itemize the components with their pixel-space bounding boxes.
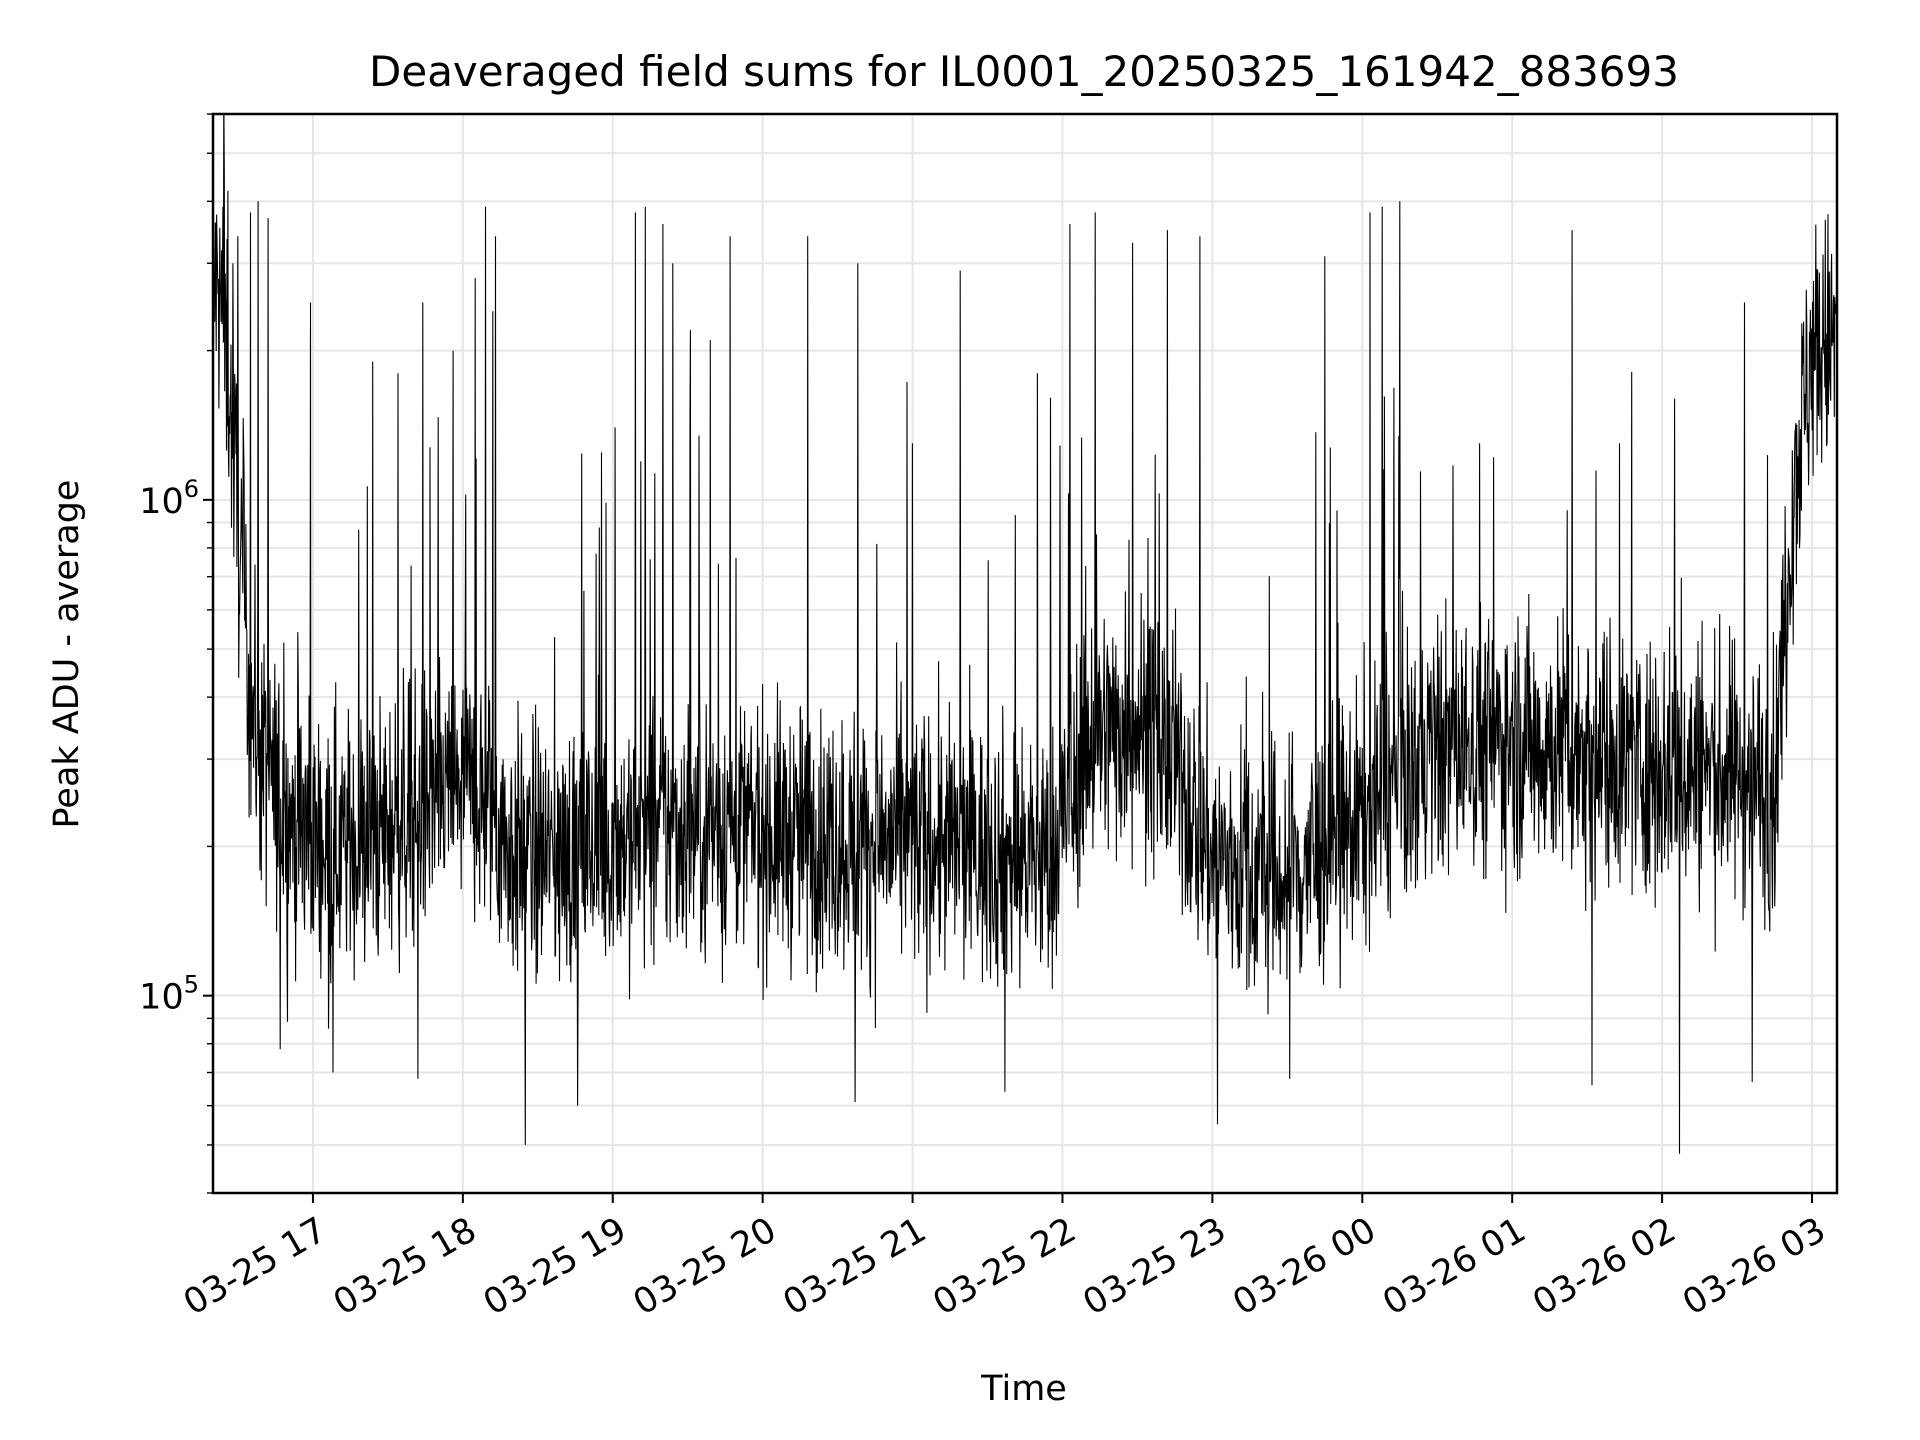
y-axis-label: Peak ADU - average [47,480,87,829]
y-tick-label: 105 [139,971,199,1018]
plot-frame [211,112,1839,1195]
x-axis-label: Time [980,1369,1067,1409]
y-tick-label: 106 [139,475,199,522]
series-line [213,114,1837,1154]
chart-title: Deaveraged field sums for IL0001_2025032… [369,47,1679,96]
series-layer [213,114,1837,1154]
